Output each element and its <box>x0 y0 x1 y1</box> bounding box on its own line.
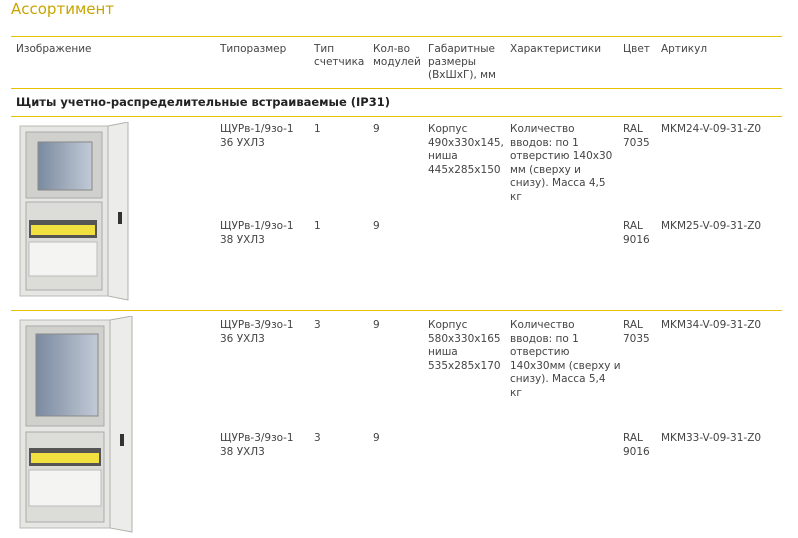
row3-dimensions: Корпус 580x330x165 ниша 535x285x170 <box>428 319 501 372</box>
row3-size: ЩУРв-3/9зо-1 36 УХЛ3 <box>220 319 294 345</box>
row1-size: ЩУРв-1/9зо-1 36 УХЛ3 <box>220 123 294 149</box>
page-title: Ассортимент <box>11 0 115 18</box>
row3-characteristics: Количество вводов: по 1 отверстию 140x30… <box>510 319 621 399</box>
row-group-rule <box>11 310 782 311</box>
row1-meter: 1 <box>314 123 321 135</box>
row1-article: MKM24-V-09-31-Z0 <box>661 123 762 135</box>
row1-dimensions: Корпус 490x330x145, ниша 445x285x150 <box>428 123 504 176</box>
row1-color: RAL 7035 <box>623 123 650 149</box>
row1-characteristics: Количество вводов: по 1 отверстию 140x30… <box>510 123 613 203</box>
row2-color: RAL 9016 <box>623 220 650 246</box>
row2-article: MKM25-V-09-31-Z0 <box>661 220 762 232</box>
row3-article: MKM34-V-09-31-Z0 <box>661 319 762 331</box>
row4-color: RAL 9016 <box>623 432 650 458</box>
product-image-cabinet-2 <box>16 315 138 534</box>
col-header-article: Артикул <box>661 43 708 55</box>
col-header-color: Цвет <box>623 43 650 55</box>
row3-meter: 3 <box>314 319 321 331</box>
row2-meter: 1 <box>314 220 321 232</box>
row2-modules: 9 <box>373 220 380 232</box>
row4-meter: 3 <box>314 432 321 444</box>
row3-color: RAL 7035 <box>623 319 650 345</box>
section-title: Щиты учетно-распределительные встраиваем… <box>16 95 390 109</box>
row3-modules: 9 <box>373 319 380 331</box>
product-image-cabinet-1 <box>16 121 134 304</box>
header-bottom-rule <box>11 88 782 89</box>
col-header-modules: Кол-во модулей <box>373 43 421 68</box>
section-rule <box>11 116 782 117</box>
row4-modules: 9 <box>373 432 380 444</box>
col-header-dimensions: Габаритные размеры (ВхШхГ), мм <box>428 43 496 81</box>
row4-article: MKM33-V-09-31-Z0 <box>661 432 762 444</box>
row4-size: ЩУРв-3/9зо-1 38 УХЛ3 <box>220 432 294 458</box>
col-header-characteristics: Характеристики <box>510 43 602 55</box>
col-header-meter-type: Тип счетчика <box>314 43 365 68</box>
col-header-size: Типоразмер <box>220 43 287 55</box>
header-top-rule <box>11 36 782 37</box>
col-header-image: Изображение <box>16 43 92 55</box>
row2-size: ЩУРв-1/9зо-1 38 УХЛ3 <box>220 220 294 246</box>
row1-modules: 9 <box>373 123 380 135</box>
